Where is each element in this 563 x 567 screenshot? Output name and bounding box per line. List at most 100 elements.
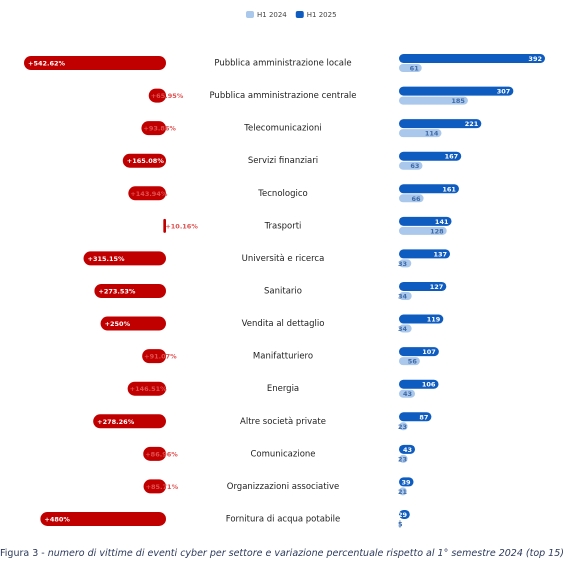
bar-value-label: 127 xyxy=(430,283,444,291)
bar xyxy=(399,226,447,235)
bar xyxy=(399,422,408,431)
bar-value-label: 106 xyxy=(422,381,436,389)
bar-value-label: 29 xyxy=(398,511,408,519)
bar xyxy=(399,281,447,291)
bar-value-label: 43 xyxy=(403,390,412,398)
bar-value-label: 39 xyxy=(401,478,411,486)
category-label: Fornitura di acqua potabile xyxy=(226,514,341,524)
change-label: +542.62% xyxy=(28,60,66,68)
category-label: Organizzazioni associative xyxy=(227,482,339,492)
change-bar xyxy=(143,479,166,494)
bar-value-label: 141 xyxy=(435,218,449,226)
category-label: Altre società private xyxy=(240,417,326,427)
bar xyxy=(399,389,416,398)
bar-value-label: 5 xyxy=(398,520,403,528)
bar-value-label: 21 xyxy=(398,488,408,496)
category-label: Pubblica amministrazione locale xyxy=(214,59,351,69)
bar-value-label: 107 xyxy=(422,348,436,356)
change-label: +65.95% xyxy=(151,92,184,100)
bar-value-label: 66 xyxy=(412,195,422,203)
bar-value-label: 87 xyxy=(419,413,428,421)
category-label: Manifatturiero xyxy=(253,352,313,362)
bar-value-label: 128 xyxy=(430,227,444,235)
change-bar xyxy=(163,218,166,233)
bar-value-label: 43 xyxy=(403,446,412,454)
change-bar xyxy=(128,186,166,201)
bar xyxy=(399,314,444,324)
bar-value-label: 167 xyxy=(445,153,459,161)
category-label: Telecomunicazioni xyxy=(243,124,322,134)
bar xyxy=(399,86,514,96)
bar xyxy=(399,161,423,170)
bar-value-label: 114 xyxy=(425,130,439,138)
bar xyxy=(399,291,412,300)
bar-value-label: 307 xyxy=(497,88,511,96)
change-label: +91.07% xyxy=(144,353,177,361)
bar xyxy=(399,347,439,357)
bar xyxy=(399,487,407,496)
change-label: +143.94% xyxy=(130,190,168,198)
bar xyxy=(399,259,412,268)
bar-value-label: 161 xyxy=(442,185,456,193)
change-label: +146.51% xyxy=(130,385,168,393)
change-label: +250% xyxy=(105,320,131,328)
bar xyxy=(399,444,416,454)
bar-value-label: 56 xyxy=(408,358,418,366)
bar-value-label: 33 xyxy=(398,260,407,268)
change-bar xyxy=(122,153,166,168)
caption: Figura 3 - numero di vittime di eventi c… xyxy=(0,548,563,559)
bar-value-label: 185 xyxy=(451,97,465,105)
category-label: Università e ricerca xyxy=(242,254,325,264)
change-label: +278.26% xyxy=(97,418,135,426)
category-label: Sanitario xyxy=(264,286,302,296)
bar xyxy=(399,96,468,105)
category-label: Servizi finanziari xyxy=(248,156,318,166)
bar-value-label: 23 xyxy=(398,455,407,463)
bar xyxy=(399,129,442,138)
bar-value-label: 119 xyxy=(427,316,441,324)
bar xyxy=(399,324,412,333)
change-bar xyxy=(143,446,166,461)
bar xyxy=(399,216,452,226)
change-bar xyxy=(142,349,166,364)
change-bar xyxy=(100,316,166,331)
bar xyxy=(399,454,408,463)
caption-prefix: Figura 3 - xyxy=(0,548,45,559)
category-label: Trasporti xyxy=(264,221,302,231)
bar-value-label: 23 xyxy=(398,423,407,431)
change-label: +93.86% xyxy=(143,125,176,133)
change-label: +86.96% xyxy=(145,450,178,458)
category-label: Comunicazione xyxy=(250,449,315,459)
bar xyxy=(399,64,422,72)
bar-value-label: 137 xyxy=(433,250,447,258)
bar xyxy=(399,379,439,389)
bar xyxy=(399,357,420,366)
bar xyxy=(399,184,459,194)
bar-value-label: 34 xyxy=(398,325,408,333)
change-bar xyxy=(93,414,166,429)
change-bar xyxy=(83,251,166,266)
change-bar xyxy=(24,56,166,70)
change-bar xyxy=(127,381,166,396)
bar xyxy=(399,249,451,259)
change-label: +315.15% xyxy=(88,255,126,263)
legend-swatch xyxy=(295,11,304,18)
bar xyxy=(399,54,545,63)
bar-value-label: 63 xyxy=(410,162,419,170)
bar-value-label: 392 xyxy=(528,55,542,63)
change-bar xyxy=(148,88,166,103)
bar xyxy=(399,151,462,161)
change-bar xyxy=(40,511,166,526)
legend-swatch xyxy=(246,11,254,18)
change-label: +10.16% xyxy=(165,222,198,230)
legend-label: H1 2025 xyxy=(307,11,337,19)
change-label: +273.53% xyxy=(98,287,136,295)
change-bar xyxy=(94,283,166,298)
bar-value-label: 61 xyxy=(410,65,420,73)
bar xyxy=(399,477,414,487)
change-label: +85.71% xyxy=(146,483,179,491)
category-label: Pubblica amministrazione centrale xyxy=(209,91,356,101)
bar xyxy=(399,119,482,129)
change-label: +165.08% xyxy=(127,157,165,165)
